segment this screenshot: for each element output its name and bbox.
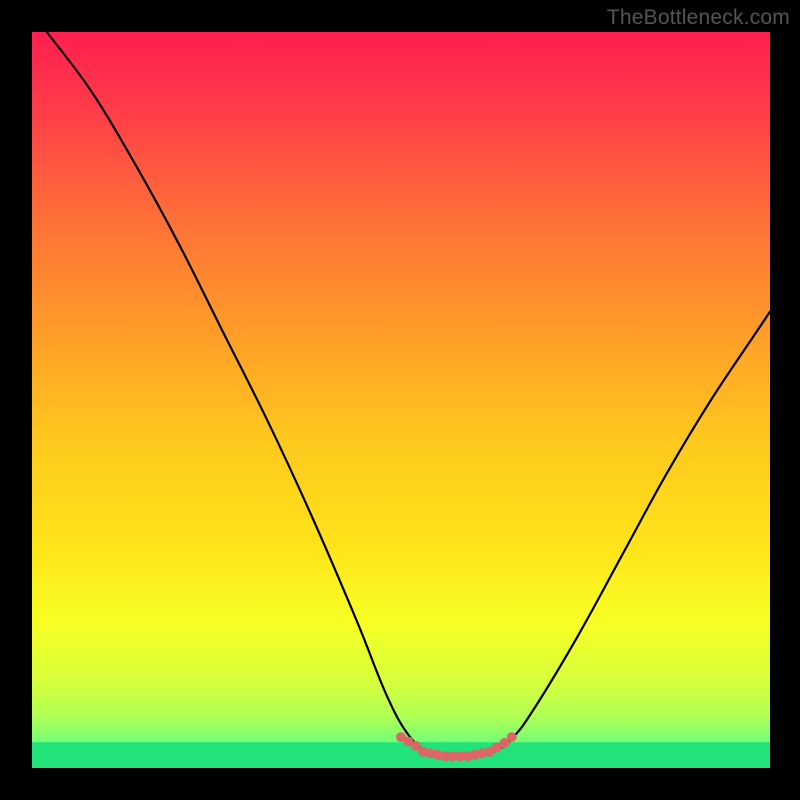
watermark: TheBottleneck.com (607, 6, 790, 30)
plot-background (32, 32, 770, 768)
bottleneck-chart (0, 0, 800, 800)
valley-marker (507, 732, 517, 742)
plot-bottom-band (32, 742, 770, 768)
